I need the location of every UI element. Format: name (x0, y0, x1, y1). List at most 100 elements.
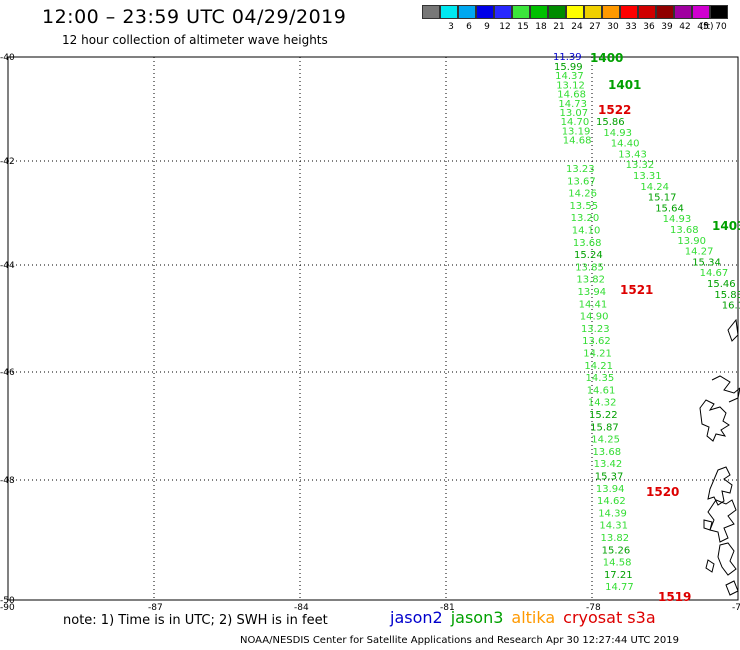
wave-value: 14.41 (579, 299, 608, 310)
map-frame (7, 56, 739, 601)
legend-swatch (710, 5, 728, 19)
pass-time-label: 1401 (608, 78, 641, 92)
legend-swatch (692, 5, 710, 19)
wave-value: 13.67 (567, 176, 596, 187)
wave-value: 13.42 (594, 459, 623, 470)
legend-label: 33 (625, 22, 637, 32)
coastline-segment (711, 375, 740, 403)
page-subtitle: 12 hour collection of altimeter wave hei… (62, 33, 328, 47)
wave-value: 13.82 (601, 533, 630, 544)
wave-value: 14.35 (586, 373, 615, 384)
wave-value: 14.37 (555, 71, 584, 82)
legend-swatch (548, 5, 566, 19)
wave-value: 14.31 (599, 521, 628, 532)
wave-value: 14.93 (663, 214, 692, 225)
wave-value: 17.21 (604, 570, 633, 581)
page-title: 12:00 – 23:59 UTC 04/29/2019 (42, 6, 347, 28)
lat-label: -50 (0, 596, 15, 606)
wave-value: 13.07 (560, 108, 589, 119)
wave-value: 13.68 (670, 225, 699, 236)
coastline-segment (699, 399, 730, 442)
wave-value: 15.86 (596, 117, 625, 128)
lon-label: -81 (440, 603, 455, 610)
wave-value: 13.68 (592, 447, 621, 458)
legend-label: 6 (466, 22, 472, 32)
lat-label: -40 (0, 53, 15, 63)
wave-value: 15.24 (574, 250, 603, 261)
legend-label: 45 (697, 22, 709, 32)
legend-label: 18 (535, 22, 547, 32)
wave-value: 14.93 (603, 128, 632, 139)
wave-value: 15.87 (590, 422, 619, 433)
wave-value: 14.32 (588, 398, 617, 409)
wave-value: 15.34 (692, 257, 721, 268)
wave-value: 13.94 (578, 287, 607, 298)
wave-value: 14.67 (700, 268, 729, 279)
wave-value: 13.31 (633, 171, 662, 182)
lon-label: -78 (586, 603, 601, 610)
legend-label: 70 (715, 22, 727, 32)
wave-value: 14.26 (568, 189, 597, 200)
pass-time-label: 1519 (658, 590, 691, 604)
wave-value: 16.1 (722, 301, 740, 312)
legend-swatch (566, 5, 584, 19)
legend-swatch (512, 5, 530, 19)
wave-value: 13.62 (582, 336, 611, 347)
wave-value: 13.32 (626, 160, 655, 171)
legend-label: 42 (679, 22, 691, 32)
satellite-key-item: jason3 (450, 608, 504, 627)
axis-labels: -40 -42 -44 -46 -48 -50-90 -87 -84 -81 -78 -75 (0, 53, 740, 610)
coastline-segment (705, 559, 715, 573)
wave-value: 15.46 (707, 279, 736, 290)
lon-label: -90 (0, 603, 15, 610)
legend-swatch (674, 5, 692, 19)
wave-value: 15.99 (554, 62, 583, 73)
legend-swatch (530, 5, 548, 19)
wave-value: 14.25 (591, 435, 620, 446)
wave-value: 14.70 (561, 117, 590, 128)
wave-value: 13.82 (576, 275, 605, 286)
lon-label: -87 (148, 603, 163, 610)
wave-value: 14.73 (558, 99, 587, 110)
wave-value: 15.37 (595, 472, 624, 483)
legend-label: 21 (553, 22, 565, 32)
lon-label: -84 (294, 603, 309, 610)
wave-value: 13.43 (618, 149, 647, 160)
legend-label: 3 (448, 22, 454, 32)
legend-label: 27 (589, 22, 601, 32)
wave-value: 15.64 (655, 203, 684, 214)
wave-value: 13.23 (566, 164, 595, 175)
credit-line: NOAA/NESDIS Center for Satellite Applica… (240, 635, 679, 646)
legend-label: 9 (484, 22, 490, 32)
lat-label: -46 (0, 368, 15, 378)
wave-value: 14.62 (597, 496, 626, 507)
wave-value: 14.24 (640, 182, 669, 193)
wave-value: 15.17 (648, 193, 677, 204)
wave-value: 15.22 (589, 410, 618, 421)
legend-unit: (ft) (700, 22, 714, 32)
grid-lines (8, 57, 738, 600)
lat-label: -42 (0, 157, 15, 167)
satellite-key: jason2 jason3 altika cryosat s3a (390, 608, 664, 627)
legend-swatch (458, 5, 476, 19)
footer-note: note: 1) Time is in UTC; 2) SWH is in fe… (63, 613, 328, 628)
legend-swatch (476, 5, 494, 19)
coastline-segment (703, 519, 713, 531)
legend-swatch (602, 5, 620, 19)
legend-label: 30 (607, 22, 619, 32)
legend-label: 12 (499, 22, 511, 32)
wave-value: 14.21 (583, 349, 612, 360)
lat-label: -44 (0, 261, 15, 271)
wave-value: 13.19 (562, 126, 591, 137)
legend-label: 39 (661, 22, 673, 32)
legend-swatch (422, 5, 440, 19)
time-labels: 1400 1401 1522 1403 1521 1520 1519 (590, 51, 740, 604)
legend-swatch (638, 5, 656, 19)
wave-value: 14.58 (603, 558, 632, 569)
coastline-segment (727, 318, 739, 342)
pass-time-label: 1520 (646, 485, 679, 499)
wave-value: 13.68 (573, 238, 602, 249)
coastline-segment (707, 499, 737, 543)
legend-label: 24 (571, 22, 583, 32)
wave-value: 14.68 (563, 136, 592, 147)
